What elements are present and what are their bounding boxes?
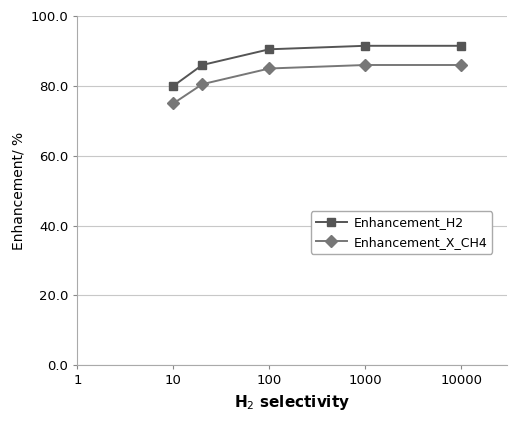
Enhancement_X_CH4 bbox=[362, 63, 368, 68]
Enhancement_H2 bbox=[266, 47, 272, 52]
Enhancement_X_CH4 bbox=[170, 101, 177, 106]
Enhancement_H2 bbox=[362, 43, 368, 48]
Enhancement_H2 bbox=[458, 43, 464, 48]
Legend: Enhancement_H2, Enhancement_X_CH4: Enhancement_H2, Enhancement_X_CH4 bbox=[311, 212, 492, 254]
Y-axis label: Enhancement/ %: Enhancement/ % bbox=[11, 132, 25, 250]
Enhancement_H2 bbox=[199, 63, 205, 68]
X-axis label: H$_2$ selectivity: H$_2$ selectivity bbox=[234, 393, 350, 412]
Enhancement_X_CH4 bbox=[199, 82, 205, 87]
Enhancement_X_CH4 bbox=[458, 63, 464, 68]
Line: Enhancement_X_CH4: Enhancement_X_CH4 bbox=[169, 61, 465, 107]
Line: Enhancement_H2: Enhancement_H2 bbox=[169, 41, 465, 90]
Enhancement_H2 bbox=[170, 83, 177, 88]
Enhancement_X_CH4 bbox=[266, 66, 272, 71]
